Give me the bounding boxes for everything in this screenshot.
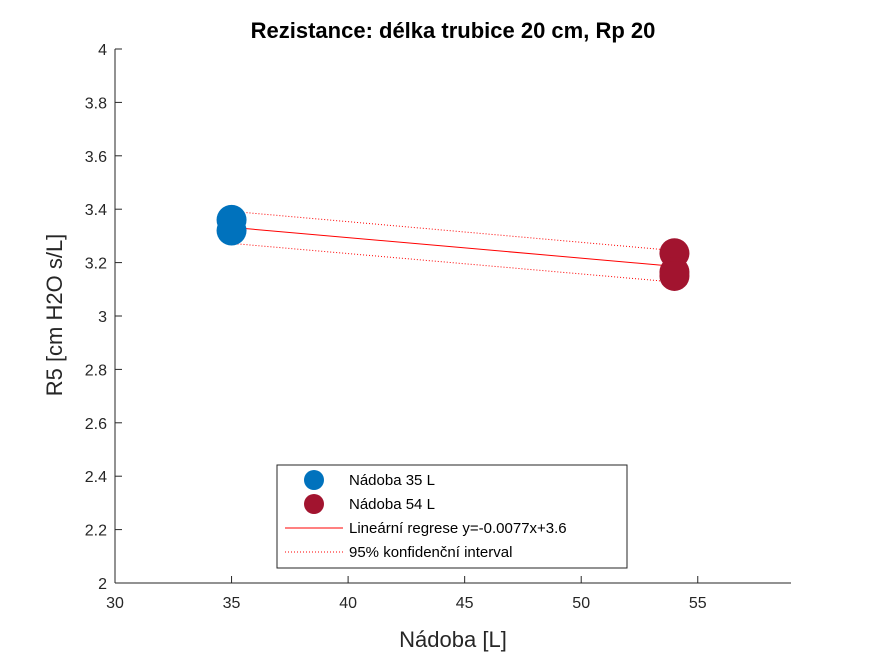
y-tick-label: 3.2 bbox=[85, 256, 107, 273]
axes: 30 35 40 45 50 55 2 2.2 2.4 2.6 2.8 3 3.2 3.4 3.6 3.8 4 bbox=[85, 42, 791, 612]
x-axis-label: Nádoba [L] bbox=[399, 627, 507, 652]
x-tick-label: 40 bbox=[339, 595, 357, 612]
x-tick-label: 55 bbox=[689, 595, 707, 612]
y-tick-label: 2.4 bbox=[85, 469, 107, 486]
legend: Nádoba 35 L Nádoba 54 L Lineární regrese y… bbox=[276, 464, 628, 569]
regression-line bbox=[231, 226, 675, 267]
legend-entry-label: Nádoba 54 L bbox=[349, 496, 435, 513]
legend-marker bbox=[304, 494, 324, 514]
series-layer bbox=[216, 204, 690, 291]
y-tick-label: 3.8 bbox=[85, 95, 107, 112]
confidence-band-line bbox=[231, 242, 675, 283]
legend-entry-label: Lineární regrese y=-0.0077x+3.6 bbox=[349, 520, 567, 537]
legend-box bbox=[276, 464, 628, 569]
x-tick-label: 50 bbox=[572, 595, 590, 612]
x-tick-label: 35 bbox=[223, 595, 241, 612]
x-tick-label: 45 bbox=[456, 595, 474, 612]
y-tick-label: 2.8 bbox=[85, 362, 107, 379]
y-tick-label: 3.4 bbox=[85, 202, 107, 219]
y-tick-label: 3.6 bbox=[85, 149, 107, 166]
data-point-54l bbox=[659, 260, 690, 291]
y-tick-label: 2 bbox=[98, 576, 107, 593]
y-axis-label: R5 [cm H2O s/L] bbox=[42, 234, 67, 397]
chart-title: Rezistance: délka trubice 20 cm, Rp 20 bbox=[251, 18, 656, 43]
y-tick-label: 2.2 bbox=[85, 523, 107, 540]
y-tick-label: 2.6 bbox=[85, 416, 107, 433]
y-tick-label: 3 bbox=[98, 309, 107, 326]
legend-marker bbox=[304, 470, 324, 490]
x-tick-label: 30 bbox=[106, 595, 124, 612]
confidence-band-line bbox=[231, 210, 675, 252]
legend-entry-label: 95% konfidenční interval bbox=[349, 544, 512, 561]
data-point-35l bbox=[216, 215, 247, 246]
legend-entry-label: Nádoba 35 L bbox=[349, 472, 435, 489]
y-tick-label: 4 bbox=[98, 42, 107, 59]
